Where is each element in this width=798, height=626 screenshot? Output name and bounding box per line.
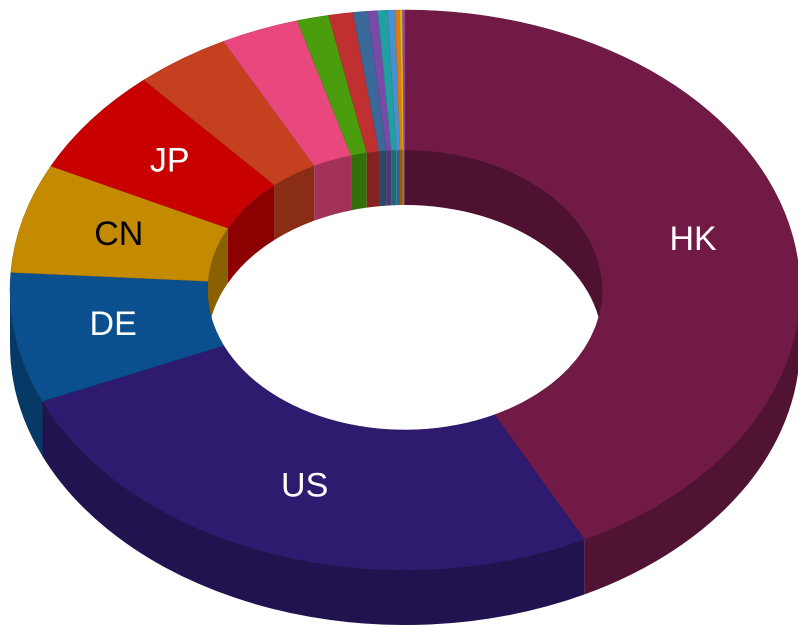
inner-wall bbox=[379, 150, 387, 207]
inner-wall bbox=[207, 228, 228, 337]
slice-label: CN bbox=[94, 215, 143, 253]
inner-wall bbox=[405, 150, 603, 345]
inner-wall bbox=[351, 152, 367, 211]
inner-wall bbox=[403, 150, 405, 206]
inner-wall bbox=[227, 184, 275, 284]
inner-wall bbox=[400, 150, 403, 206]
inner-wall bbox=[386, 150, 392, 206]
slice bbox=[42, 345, 585, 571]
inner-wall bbox=[396, 150, 401, 206]
slice bbox=[402, 9, 406, 151]
inner-wall bbox=[391, 150, 397, 206]
slice-label: DE bbox=[90, 305, 137, 343]
outer-wall bbox=[584, 317, 798, 595]
slice-label: JP bbox=[150, 141, 190, 179]
slice bbox=[404, 9, 798, 540]
inner-wall bbox=[274, 165, 315, 240]
inner-wall bbox=[314, 155, 352, 221]
outer-wall bbox=[42, 401, 585, 625]
outer-wall bbox=[10, 290, 43, 457]
slice-label: HK bbox=[669, 220, 717, 258]
inner-wall bbox=[402, 150, 404, 206]
inner-wall bbox=[366, 151, 380, 208]
slice-label: US bbox=[281, 467, 328, 505]
